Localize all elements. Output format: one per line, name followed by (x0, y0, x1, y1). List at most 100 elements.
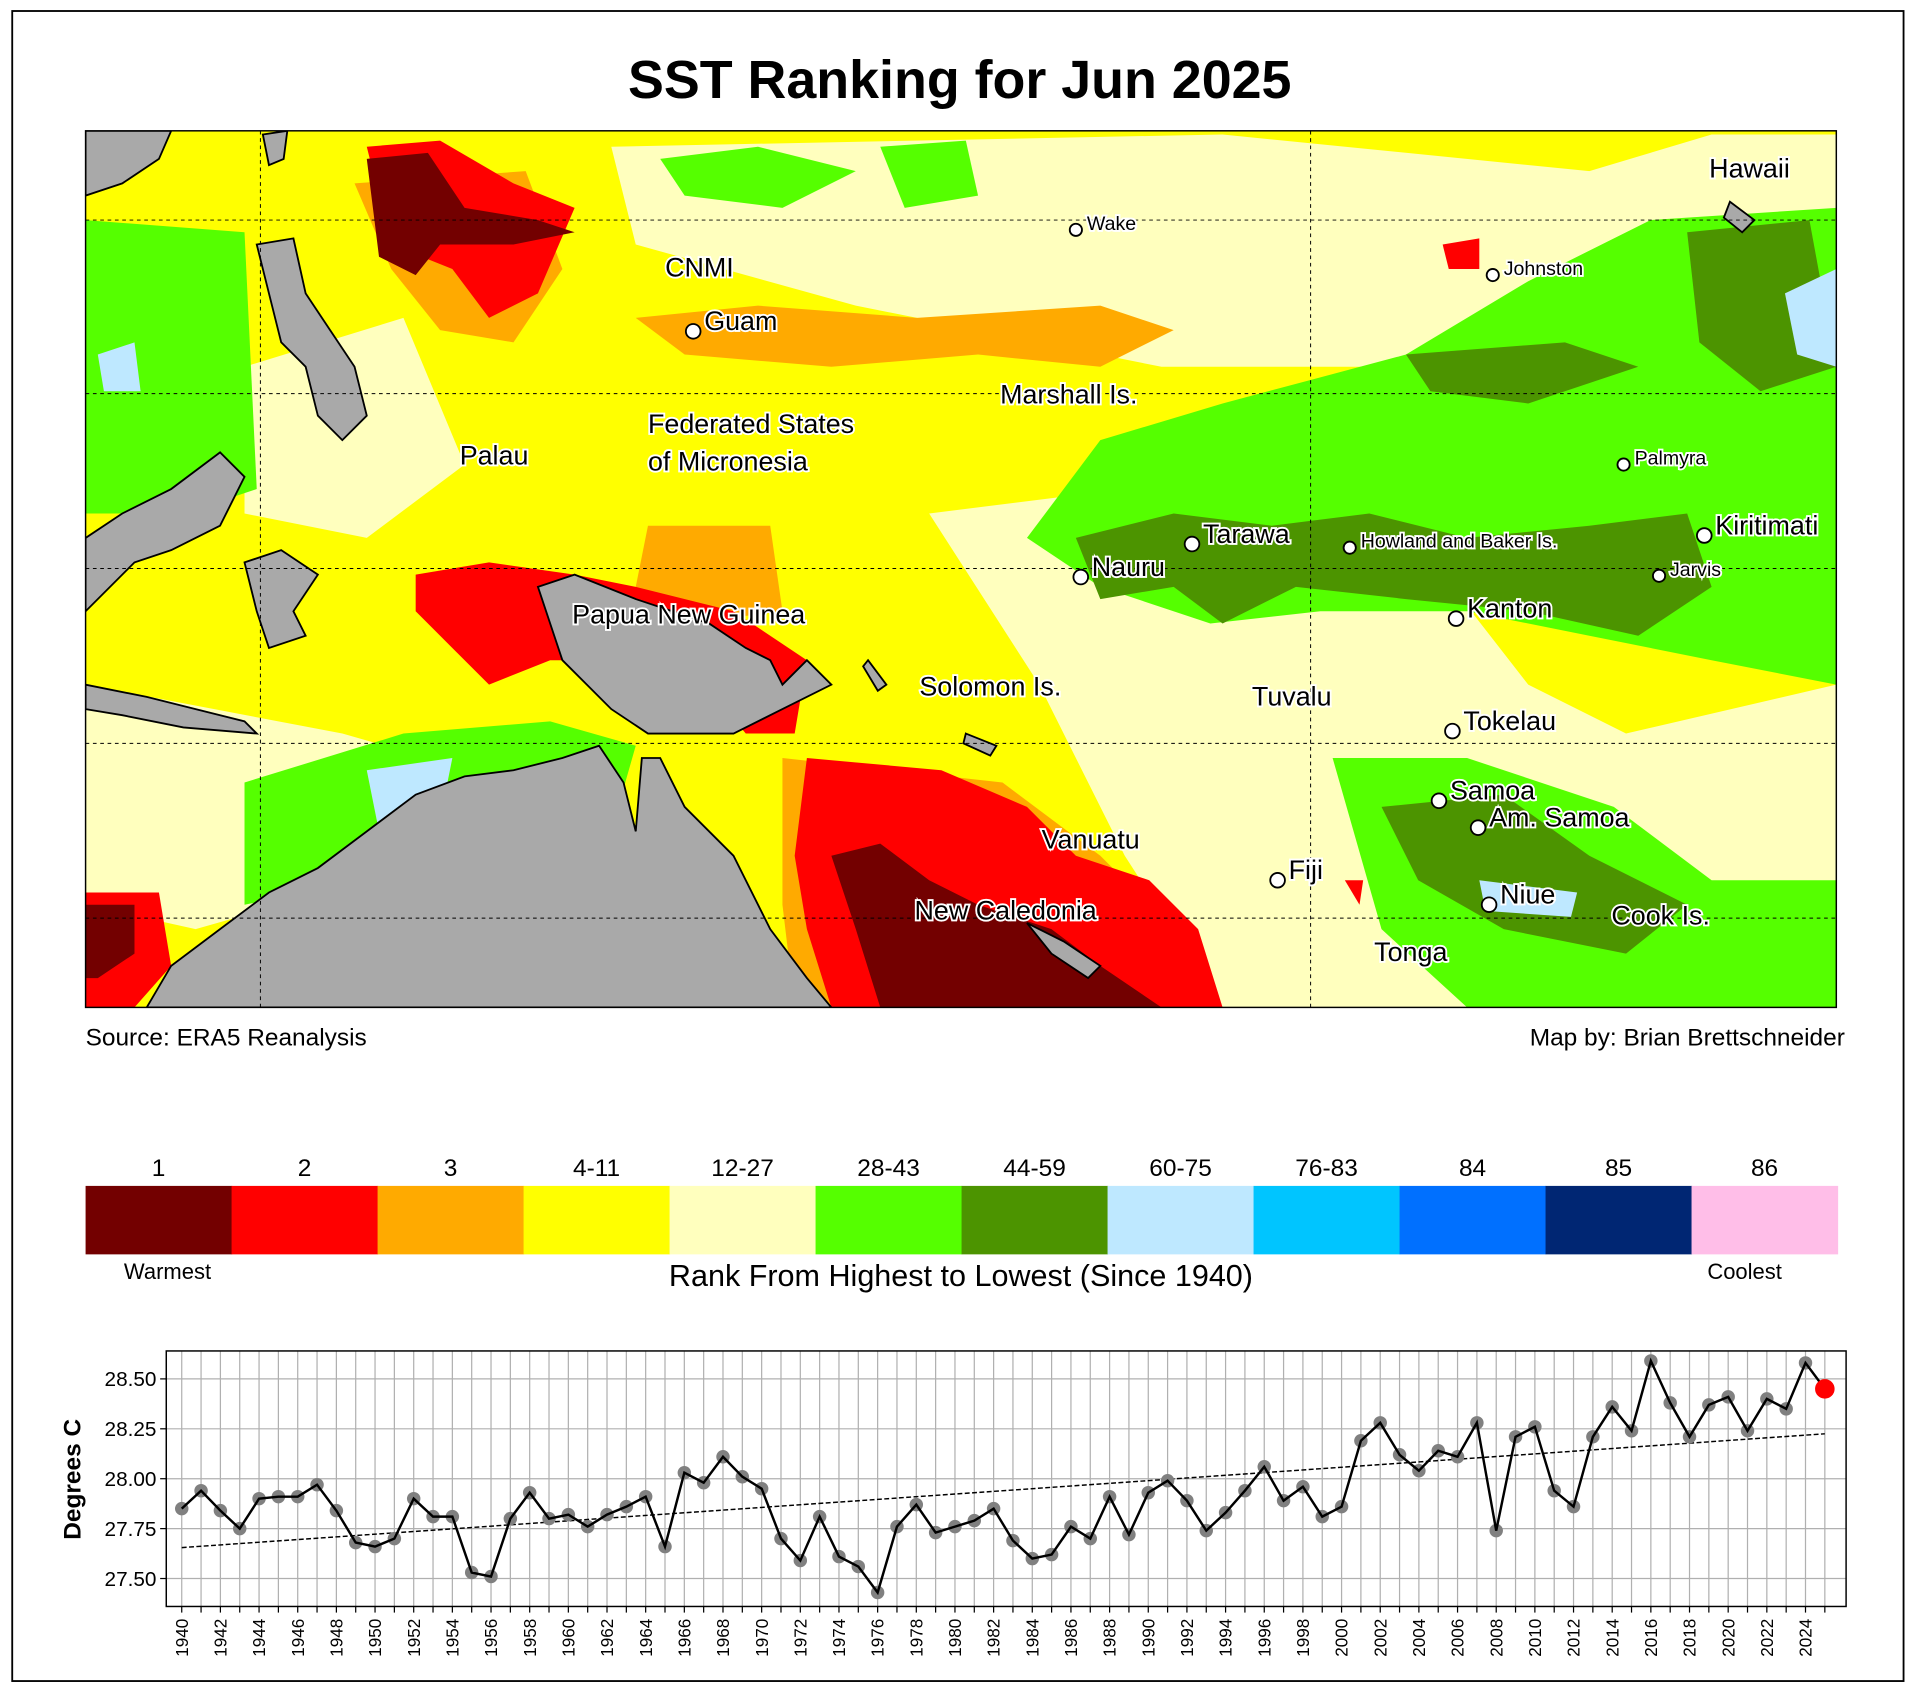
colorbar-swatch (1253, 1185, 1401, 1255)
x-tick-label: 2000 (1333, 1619, 1352, 1657)
x-tick-label: 1962 (598, 1619, 617, 1657)
map-frame (84, 130, 1838, 1009)
x-tick-label: 2008 (1487, 1619, 1506, 1657)
x-tick-label: 1952 (405, 1619, 424, 1657)
plot-frame (165, 1350, 1847, 1608)
map-label: Cook Is. (1611, 900, 1710, 930)
map-label: Nauru (1092, 552, 1165, 582)
hawaii-island (1722, 200, 1756, 234)
map-label: Tonga (1374, 937, 1447, 967)
x-tick-label: 1958 (521, 1619, 540, 1657)
x-tick-label: 2002 (1371, 1619, 1390, 1657)
x-tick-label: 1944 (250, 1618, 269, 1657)
location-marker-icon (1616, 457, 1631, 472)
colorbar-tick-label: 76-83 (1295, 1155, 1358, 1182)
colorbar-title: Rank From Highest to Lowest (Since 1940) (669, 1259, 1253, 1293)
y-axis-label: Degrees C (60, 1419, 87, 1540)
coolest-label: Coolest (1707, 1259, 1782, 1284)
x-tick-label: 2024 (1797, 1618, 1816, 1657)
map-label: Federated States (648, 409, 854, 439)
x-tick-label: 1974 (830, 1618, 849, 1657)
x-tick-label: 2018 (1681, 1619, 1700, 1657)
java (85, 683, 260, 735)
map-label: Howland and Baker Is. (1361, 531, 1558, 553)
map-label: Am. Samoa (1489, 802, 1629, 832)
china (85, 130, 173, 197)
location-marker-icon (1444, 722, 1461, 740)
map-label: Palmyra (1635, 448, 1707, 470)
map-label: Tokelau (1463, 706, 1556, 736)
location-marker-icon (1430, 792, 1448, 810)
sulawesi (243, 549, 320, 650)
x-tick-label: 1964 (637, 1618, 656, 1657)
y-tick-label: 28.50 (105, 1368, 157, 1391)
x-tick-label: 1954 (443, 1618, 462, 1657)
figure-title: SST Ranking for Jun 2025 (628, 50, 1291, 110)
location-marker-icon (1183, 535, 1201, 553)
colorbar-tick-label: 12-27 (711, 1155, 774, 1182)
x-tick-label: 1986 (1062, 1619, 1081, 1657)
x-tick-label: 1966 (675, 1619, 694, 1657)
colorbar-tick-label: 2 (298, 1155, 312, 1182)
x-tick-label: 2006 (1449, 1619, 1468, 1657)
map-label: Tuvalu (1252, 681, 1332, 711)
map-label: of Micronesia (648, 447, 808, 477)
x-tick-label: 1970 (753, 1619, 772, 1657)
map-label: New Caledonia (914, 895, 1096, 925)
sst-rank-map: Hawaii Wake Johnston CNMI Guam Marshall Is. Pa… (84, 130, 1838, 1009)
map-label: Kanton (1467, 593, 1552, 623)
map-label: Wake (1087, 213, 1136, 235)
colorbar-swatch (231, 1185, 379, 1255)
x-tick-label: 2020 (1719, 1619, 1738, 1657)
warmest-label: Warmest (124, 1259, 211, 1284)
colorbar-tick-label: 84 (1459, 1155, 1486, 1182)
map-label: Papua New Guinea (572, 600, 805, 630)
x-tick-label: 1998 (1294, 1619, 1313, 1657)
colorbar-swatch (815, 1185, 963, 1255)
colorbar-tick-label: 1 (152, 1155, 166, 1182)
x-tick-label: 1968 (714, 1619, 733, 1657)
x-tick-label: 1994 (1217, 1618, 1236, 1657)
colorbar-tick-label: 86 (1751, 1155, 1778, 1182)
colorbar-swatch (85, 1185, 233, 1255)
colorbar-tick-label: 85 (1605, 1155, 1632, 1182)
location-marker-icon (1480, 896, 1498, 913)
rank-44-59-areas (1075, 220, 1837, 954)
map-label: Fiji (1289, 855, 1323, 885)
location-marker-icon (1068, 222, 1083, 237)
x-tick-label: 2022 (1758, 1619, 1777, 1657)
x-tick-label: 2004 (1410, 1618, 1429, 1657)
map-label: Samoa (1450, 776, 1535, 806)
borneo (85, 451, 246, 613)
location-marker-icon (1652, 568, 1667, 583)
x-tick-label: 1940 (173, 1619, 192, 1657)
x-tick-label: 2012 (1565, 1619, 1584, 1657)
colorbar-tick-label: 28-43 (857, 1155, 920, 1182)
y-tick-label: 28.25 (105, 1418, 157, 1441)
graticule (85, 130, 1837, 1008)
taiwan (261, 130, 289, 167)
x-tick-label: 1992 (1178, 1619, 1197, 1657)
map-label: Johnston (1504, 258, 1583, 280)
x-tick-label: 1960 (559, 1619, 578, 1657)
location-marker-icon (1072, 568, 1090, 586)
map-label: Guam (704, 306, 777, 336)
x-tick-label: 1990 (1139, 1619, 1158, 1657)
x-tick-label: 2014 (1603, 1618, 1622, 1657)
map-labels: Hawaii Wake Johnston CNMI Guam Marshall Is. Pa… (458, 151, 1820, 968)
sst-timeseries-chart: 27.50 27.75 28.00 28.25 28.50 1940 1942 1944 194… (105, 1350, 1847, 1657)
x-tick-label: 1948 (327, 1619, 346, 1657)
map-label: CNMI (665, 252, 734, 282)
philippines (255, 237, 368, 442)
colorbar-tick-label: 60-75 (1149, 1155, 1212, 1182)
map-label: Vanuatu (1042, 824, 1140, 854)
y-tick-label: 27.50 (105, 1568, 157, 1591)
x-tick-label: 1980 (946, 1619, 965, 1657)
map-label: Tarawa (1203, 519, 1290, 549)
location-marker-icon (684, 323, 702, 340)
x-tick-label: 1996 (1255, 1619, 1274, 1657)
x-tick-label: 1978 (907, 1619, 926, 1657)
colorbar-tick-label: 4-11 (573, 1155, 620, 1182)
